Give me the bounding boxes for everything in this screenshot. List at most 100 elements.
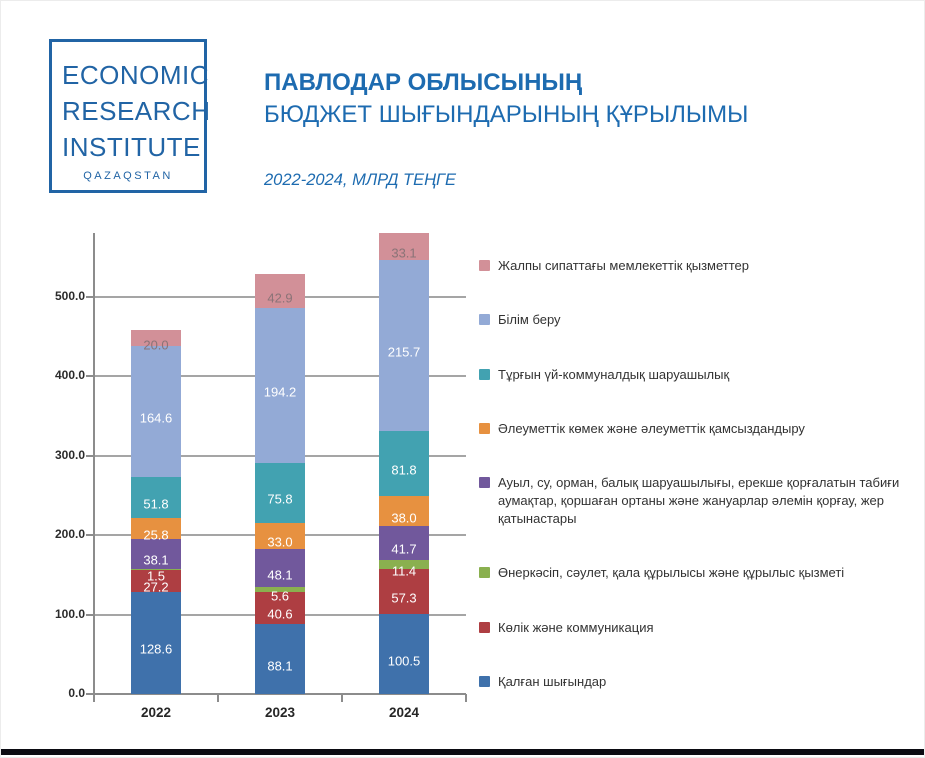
bar-value-label: 194.2 (263, 384, 297, 400)
bar-segment (379, 559, 429, 569)
bar-value-label: 215.7 (387, 344, 421, 360)
bar-value-label: 164.6 (139, 410, 173, 426)
x-axis-tick (465, 694, 467, 702)
y-tick-label: 100.0 (54, 606, 85, 621)
bar-value-label: 11.4 (391, 563, 417, 579)
x-axis-tick (217, 694, 219, 702)
bar-segment (131, 518, 181, 539)
y-axis-tick (86, 295, 94, 298)
bar-segment (131, 568, 181, 571)
legend-item-6: Көлік және коммуникация (479, 619, 924, 637)
x-tick-label: 2022 (140, 705, 172, 720)
x-axis-tick (341, 694, 343, 702)
bar-value-label: 25.8 (143, 527, 169, 543)
bar-segment (131, 591, 181, 694)
bar-value-label: 20.0 (143, 337, 169, 353)
bar-segment (255, 462, 305, 523)
bar-segment (255, 591, 305, 624)
bar-value-label: 41.7 (391, 541, 417, 557)
bar-value-label: 38.1 (143, 552, 169, 568)
legend-item-7: Қалған шығындар (479, 673, 924, 691)
bar-value-label: 42.9 (267, 290, 293, 306)
y-tick-label: 400.0 (54, 368, 85, 383)
legend-label: Өнеркәсіп, сәулет, қала құрылысы және құ… (498, 565, 845, 581)
bar-value-label: 81.8 (391, 462, 417, 478)
logo-line-1: ECONOMIC (62, 60, 209, 90)
bar-value-label: 51.8 (143, 496, 169, 512)
bar-value-label: 27.2 (143, 579, 169, 595)
x-tick-label: 2024 (388, 705, 420, 720)
logo-line-3: INSTITUTE (62, 132, 201, 162)
y-axis-tick (86, 375, 94, 378)
logo-country-label: QAZAQSTAN (83, 170, 173, 182)
bar-value-label: 5.6 (270, 588, 290, 604)
bar-value-label: 128.6 (139, 641, 173, 657)
legend-label: Ауыл, су, орман, балық шаруашылығы, ерек… (498, 475, 900, 527)
y-tick-label: 300.0 (54, 447, 85, 462)
title-block: ПАВЛОДАР ОБЛЫСЫНЫҢ БЮДЖЕТ ШЫҒЫНДАРЫНЫҢ Қ… (264, 67, 748, 190)
bar-value-label: 40.6 (267, 606, 293, 622)
bar-value-label: 33.0 (267, 534, 293, 550)
bar-value-label: 1.5 (146, 568, 166, 584)
legend-swatch-icon (479, 567, 490, 579)
y-tick-label: 500.0 (54, 288, 85, 303)
y-tick-label: 0.0 (68, 686, 85, 700)
legend-item-2: Тұрғын үй-коммуналдық шаруашылық (479, 366, 924, 384)
x-tick-label: 2023 (264, 705, 296, 720)
chart-legend: Жалпы сипаттағы мемлекеттік қызметтер Біл… (479, 257, 924, 691)
bar-group-2023: 88.1 40.6 5.6 48.1 33.0 75.8 194.2 42.9 (255, 233, 305, 694)
bar-segment (255, 308, 305, 463)
legend-swatch-icon (479, 260, 490, 271)
bar-value-label: 75.8 (267, 491, 293, 507)
bar-segment (131, 346, 181, 478)
logo-line-2: RESEARCH (62, 96, 211, 126)
legend-label: Білім беру (498, 312, 561, 328)
bar-group-2024: 100.5 57.3 11.4 41.7 38.0 81.8 215.7 33.1 (379, 233, 429, 694)
page-title-line-2: БЮДЖЕТ ШЫҒЫНДАРЫНЫҢ ҚҰРЫЛЫМЫ (264, 101, 749, 128)
y-axis-tick (86, 454, 94, 457)
bar-segment (379, 259, 429, 432)
bar-segment (255, 549, 305, 588)
legend-label: Жалпы сипаттағы мемлекеттік қызметтер (498, 258, 749, 273)
eri-logo: ECONOMIC RESEARCH INSTITUTE QAZAQSTAN (49, 39, 211, 193)
legend-swatch-icon (479, 621, 490, 633)
legend-item-5: Өнеркәсіп, сәулет, қала құрылысы және құ… (479, 564, 924, 582)
legend-swatch-icon (479, 368, 490, 380)
legend-item-4: Ауыл, су, орман, балық шаруашылығы, ерек… (479, 474, 924, 528)
bar-segment (255, 623, 305, 694)
bar-segment (255, 274, 305, 309)
legend-label: Әлеуметтік көмек және әлеуметтік қамсызд… (498, 420, 805, 436)
bar-segment (379, 496, 429, 527)
legend-item-3: Әлеуметтік көмек және әлеуметтік қамсызд… (479, 420, 924, 438)
chart-subtitle: 2022-2024, МЛРД ТЕҢГЕ (264, 171, 457, 189)
bar-segment (131, 538, 181, 569)
y-axis-line (93, 233, 95, 702)
bar-segment (379, 568, 429, 615)
bar-segment (255, 587, 305, 592)
bar-value-label: 38.0 (391, 510, 417, 526)
y-axis-tick (86, 613, 94, 616)
x-axis-tick (93, 694, 95, 702)
legend-swatch-icon (479, 477, 490, 489)
legend-item-0: Жалпы сипаттағы мемлекеттік қызметтер (479, 257, 924, 275)
bar-segment (131, 570, 181, 592)
bar-segment (379, 431, 429, 497)
legend-label: Тұрғын үй-коммуналдық шаруашылық (498, 366, 730, 382)
bar-value-label: 100.5 (387, 653, 421, 669)
x-axis-line (86, 693, 466, 695)
legend-swatch-icon (479, 676, 490, 688)
bar-value-label: 88.1 (267, 658, 293, 673)
page-title-line-1: ПАВЛОДАР ОБЛЫСЫНЫҢ (264, 69, 583, 96)
bar-segment (379, 526, 429, 560)
bar-segment (379, 614, 429, 694)
bar-segment (255, 522, 305, 550)
legend-item-1: Білім беру (479, 311, 924, 329)
bar-value-label: 57.3 (391, 590, 417, 606)
y-tick-label: 200.0 (54, 527, 85, 542)
bar-segment (131, 477, 181, 519)
legend-swatch-icon (479, 422, 490, 434)
legend-swatch-icon (479, 314, 490, 326)
y-axis-tick (86, 534, 94, 537)
